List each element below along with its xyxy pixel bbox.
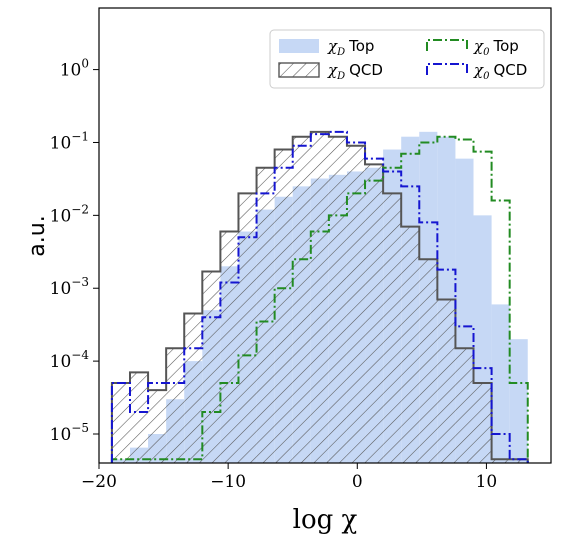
bar-qcd-d — [509, 459, 528, 463]
bar-qcd-d — [455, 348, 474, 463]
series-2 — [110, 135, 529, 463]
bar-qcd-d — [166, 348, 185, 463]
y-tick-label: 10−4 — [50, 348, 90, 372]
bar-qcd-d — [202, 271, 221, 463]
bar-qcd-d — [310, 131, 329, 463]
y-tick-label: 10−5 — [50, 421, 89, 445]
line-top-0 — [110, 135, 529, 463]
histogram-bars — [110, 130, 529, 463]
bar-qcd-d — [346, 145, 366, 463]
y-axis: 10−5 10−4 10−3 10−2 10−1 100 — [50, 57, 99, 445]
legend-line-top-0 — [426, 39, 468, 51]
x-axis: −20 −10 0 10 — [81, 463, 497, 492]
bar-qcd-d — [473, 383, 492, 463]
y-tick-label: 10−2 — [50, 202, 89, 226]
x-tick-label: −10 — [210, 472, 246, 492]
bar-qcd-d — [383, 193, 402, 463]
series-3 — [110, 130, 529, 463]
y-tick-label: 10−1 — [50, 129, 89, 153]
bar-top-d — [491, 304, 510, 463]
bar-qcd-d — [148, 390, 167, 463]
y-tick-label: 10−3 — [50, 275, 89, 299]
bar-qcd-d — [328, 136, 347, 463]
outline-qcd-d — [110, 130, 529, 463]
bar-qcd-d — [129, 372, 149, 463]
x-tick-label: −20 — [81, 472, 117, 492]
legend-swatch-qcd-d — [278, 62, 320, 78]
bar-qcd-d — [401, 226, 420, 463]
series-1 — [110, 130, 529, 463]
plot-frame — [98, 7, 552, 464]
legend-swatch-top-d — [279, 39, 319, 53]
x-tick-label: 10 — [476, 472, 498, 492]
legend-box — [269, 29, 545, 89]
x-tick-label: 0 — [352, 472, 363, 492]
legend: χD Top χD QCD χ0 Top χ0 QCD — [269, 29, 545, 89]
bar-qcd-d — [491, 459, 510, 463]
x-axis-title: log χ — [293, 505, 358, 535]
legend-label-top-d: χD Top — [327, 37, 374, 58]
legend-label-qcd-d: χD QCD — [327, 61, 383, 82]
legend-label-qcd-0: χ0 QCD — [473, 61, 527, 82]
y-axis-title: a.u. — [25, 215, 50, 256]
legend-line-qcd-0 — [426, 63, 468, 75]
bar-qcd-d — [111, 383, 130, 463]
line-qcd-0 — [110, 130, 529, 463]
bar-qcd-d — [419, 259, 438, 463]
bar-qcd-d — [238, 193, 257, 463]
bar-qcd-d — [292, 136, 311, 463]
bar-top-d — [509, 339, 528, 463]
bar-qcd-d — [184, 313, 203, 463]
bar-qcd-d — [256, 167, 275, 463]
bar-qcd-d — [437, 299, 456, 463]
y-tick-label: 100 — [60, 57, 89, 81]
legend-label-top-0: χ0 Top — [473, 37, 519, 58]
bar-qcd-d — [220, 231, 239, 463]
bar-qcd-d — [274, 149, 293, 463]
bar-qcd-d — [365, 164, 384, 463]
